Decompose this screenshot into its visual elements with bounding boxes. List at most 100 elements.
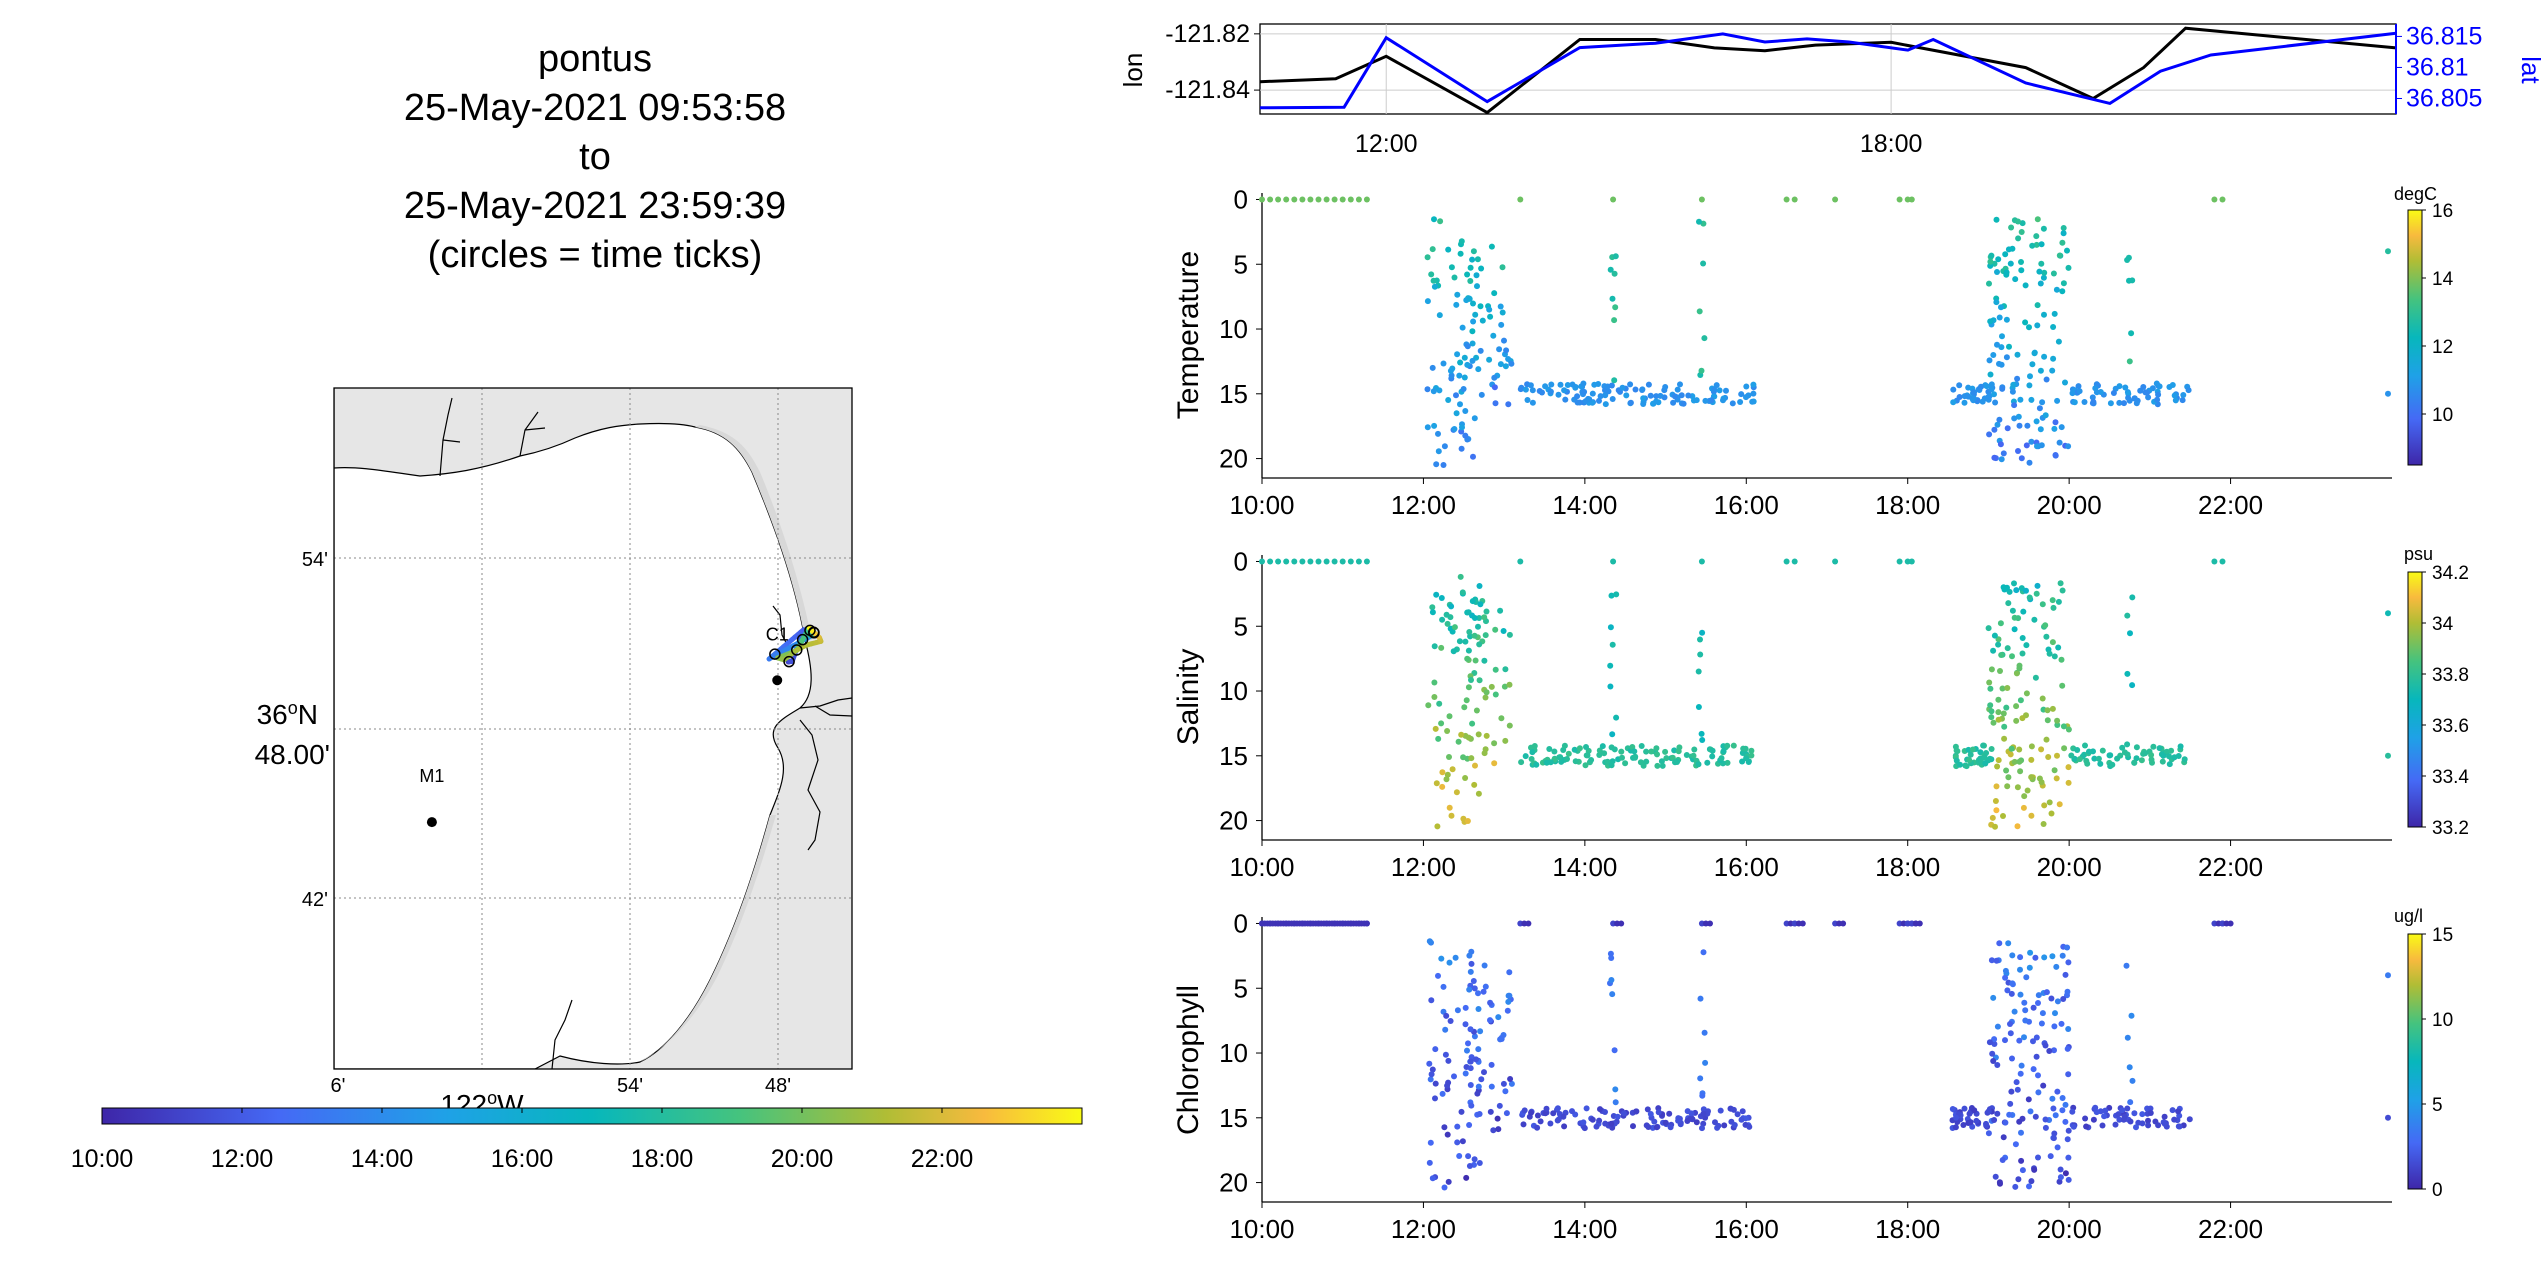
- data-point: [2001, 723, 2008, 730]
- data-point: [1363, 920, 1370, 927]
- data-point: [2069, 1108, 2076, 1115]
- data-point: [2016, 422, 2023, 429]
- data-point: [2053, 775, 2060, 782]
- data-point: [2018, 259, 2024, 265]
- data-point: [2114, 755, 2121, 762]
- data-point: [1475, 990, 1481, 997]
- data-point: [1499, 309, 1506, 316]
- data-point: [2003, 316, 2010, 323]
- data-point: [1496, 346, 1503, 353]
- data-point: [1467, 1026, 1474, 1033]
- time-colorbar-tick-label: 18:00: [631, 1145, 694, 1173]
- data-point: [1446, 754, 1452, 760]
- river-5: [551, 999, 573, 1069]
- data-point: [2019, 715, 2026, 722]
- data-point: [2019, 650, 2026, 657]
- data-point: [2013, 670, 2020, 677]
- data-point: [1588, 757, 1595, 763]
- data-point: [2038, 442, 2045, 449]
- data-point: [1683, 752, 1690, 758]
- data-point: [1643, 1122, 1650, 1129]
- data-point: [2110, 390, 2117, 396]
- data-point: [2023, 642, 2030, 649]
- data-point: [1477, 347, 1484, 354]
- data-point: [1550, 1110, 1557, 1117]
- data-point: [2385, 248, 2391, 255]
- colorbar-tick-label: 0: [2432, 1180, 2443, 1201]
- data-point: [1518, 759, 1525, 766]
- data-point: [2006, 343, 2012, 350]
- data-point: [1950, 386, 1957, 393]
- data-point: [1323, 558, 1330, 565]
- data-point: [1721, 1122, 1728, 1129]
- salinity-units: psu: [2404, 544, 2433, 564]
- time-colorbar-bar: [101, 1107, 1083, 1125]
- data-point: [1996, 416, 2003, 423]
- data-point: [1574, 393, 1581, 400]
- data-point: [2035, 1072, 2041, 1079]
- lat-tick-label: 36.805: [2406, 84, 2482, 112]
- data-point: [1453, 392, 1459, 399]
- data-point: [2021, 793, 2028, 800]
- data-point: [1982, 760, 1989, 767]
- x-tick-label: 18:00: [1875, 1214, 1940, 1244]
- data-point: [1445, 1057, 1452, 1064]
- lat-tick-label: 42': [302, 889, 328, 911]
- data-point: [1970, 389, 1977, 396]
- x-tick-label: 16:00: [1714, 490, 1779, 520]
- data-point: [1985, 1130, 1992, 1137]
- data-point: [1477, 303, 1484, 310]
- data-point: [1460, 754, 1467, 761]
- data-point: [2148, 756, 2155, 763]
- data-point: [1347, 558, 1354, 565]
- data-point: [1986, 679, 1993, 686]
- data-point: [2385, 752, 2391, 759]
- data-point: [2219, 196, 2226, 203]
- data-point: [2065, 1071, 2072, 1078]
- data-point: [2051, 767, 2058, 774]
- data-point: [1949, 1106, 1956, 1112]
- data-point: [1993, 299, 2000, 306]
- data-point: [2181, 756, 2188, 763]
- data-point: [1437, 218, 1444, 225]
- data-point: [1481, 750, 1488, 757]
- time-colorbar-tick-label: 14:00: [351, 1145, 414, 1173]
- data-point: [1551, 748, 1558, 755]
- data-point: [2026, 1183, 2032, 1190]
- chlorophyll-panel: Chlorophyll ug/l 0 5 10 15 20 10:00 12:00 14:00…: [1172, 906, 2453, 1244]
- data-point: [2054, 1144, 2061, 1151]
- data-point: [1709, 753, 1716, 760]
- data-point: [1574, 399, 1581, 406]
- data-point: [1458, 445, 1465, 452]
- data-point: [1990, 352, 1997, 358]
- data-point: [1647, 392, 1654, 399]
- data-point: [1503, 1110, 1510, 1117]
- data-point: [2015, 448, 2021, 454]
- data-point: [1999, 1157, 2006, 1163]
- data-point: [1432, 1095, 1438, 1102]
- time-tick-circle: [796, 633, 809, 646]
- data-point: [1426, 1060, 1433, 1067]
- data-point: [1460, 386, 1467, 392]
- data-point: [1469, 256, 1476, 263]
- data-point: [1438, 720, 1445, 727]
- data-point: [1464, 271, 1471, 278]
- data-point: [2124, 751, 2131, 758]
- data-point: [1433, 780, 1440, 787]
- data-point: [1670, 399, 1677, 406]
- data-point: [2028, 812, 2035, 819]
- data-point: [2038, 260, 2045, 267]
- data-point: [1739, 758, 1746, 765]
- data-point: [2018, 455, 2025, 462]
- data-point: [2022, 319, 2029, 326]
- data-point: [1500, 628, 1507, 634]
- data-point: [1291, 558, 1298, 565]
- data-point: [1482, 694, 1489, 701]
- y-tick-label: 10: [1219, 1038, 1248, 1068]
- data-point: [1465, 1153, 1472, 1160]
- data-point: [1494, 1115, 1501, 1122]
- data-point: [1749, 398, 1756, 405]
- data-point: [2026, 382, 2033, 389]
- data-point: [1666, 1110, 1673, 1117]
- data-point: [1492, 626, 1499, 633]
